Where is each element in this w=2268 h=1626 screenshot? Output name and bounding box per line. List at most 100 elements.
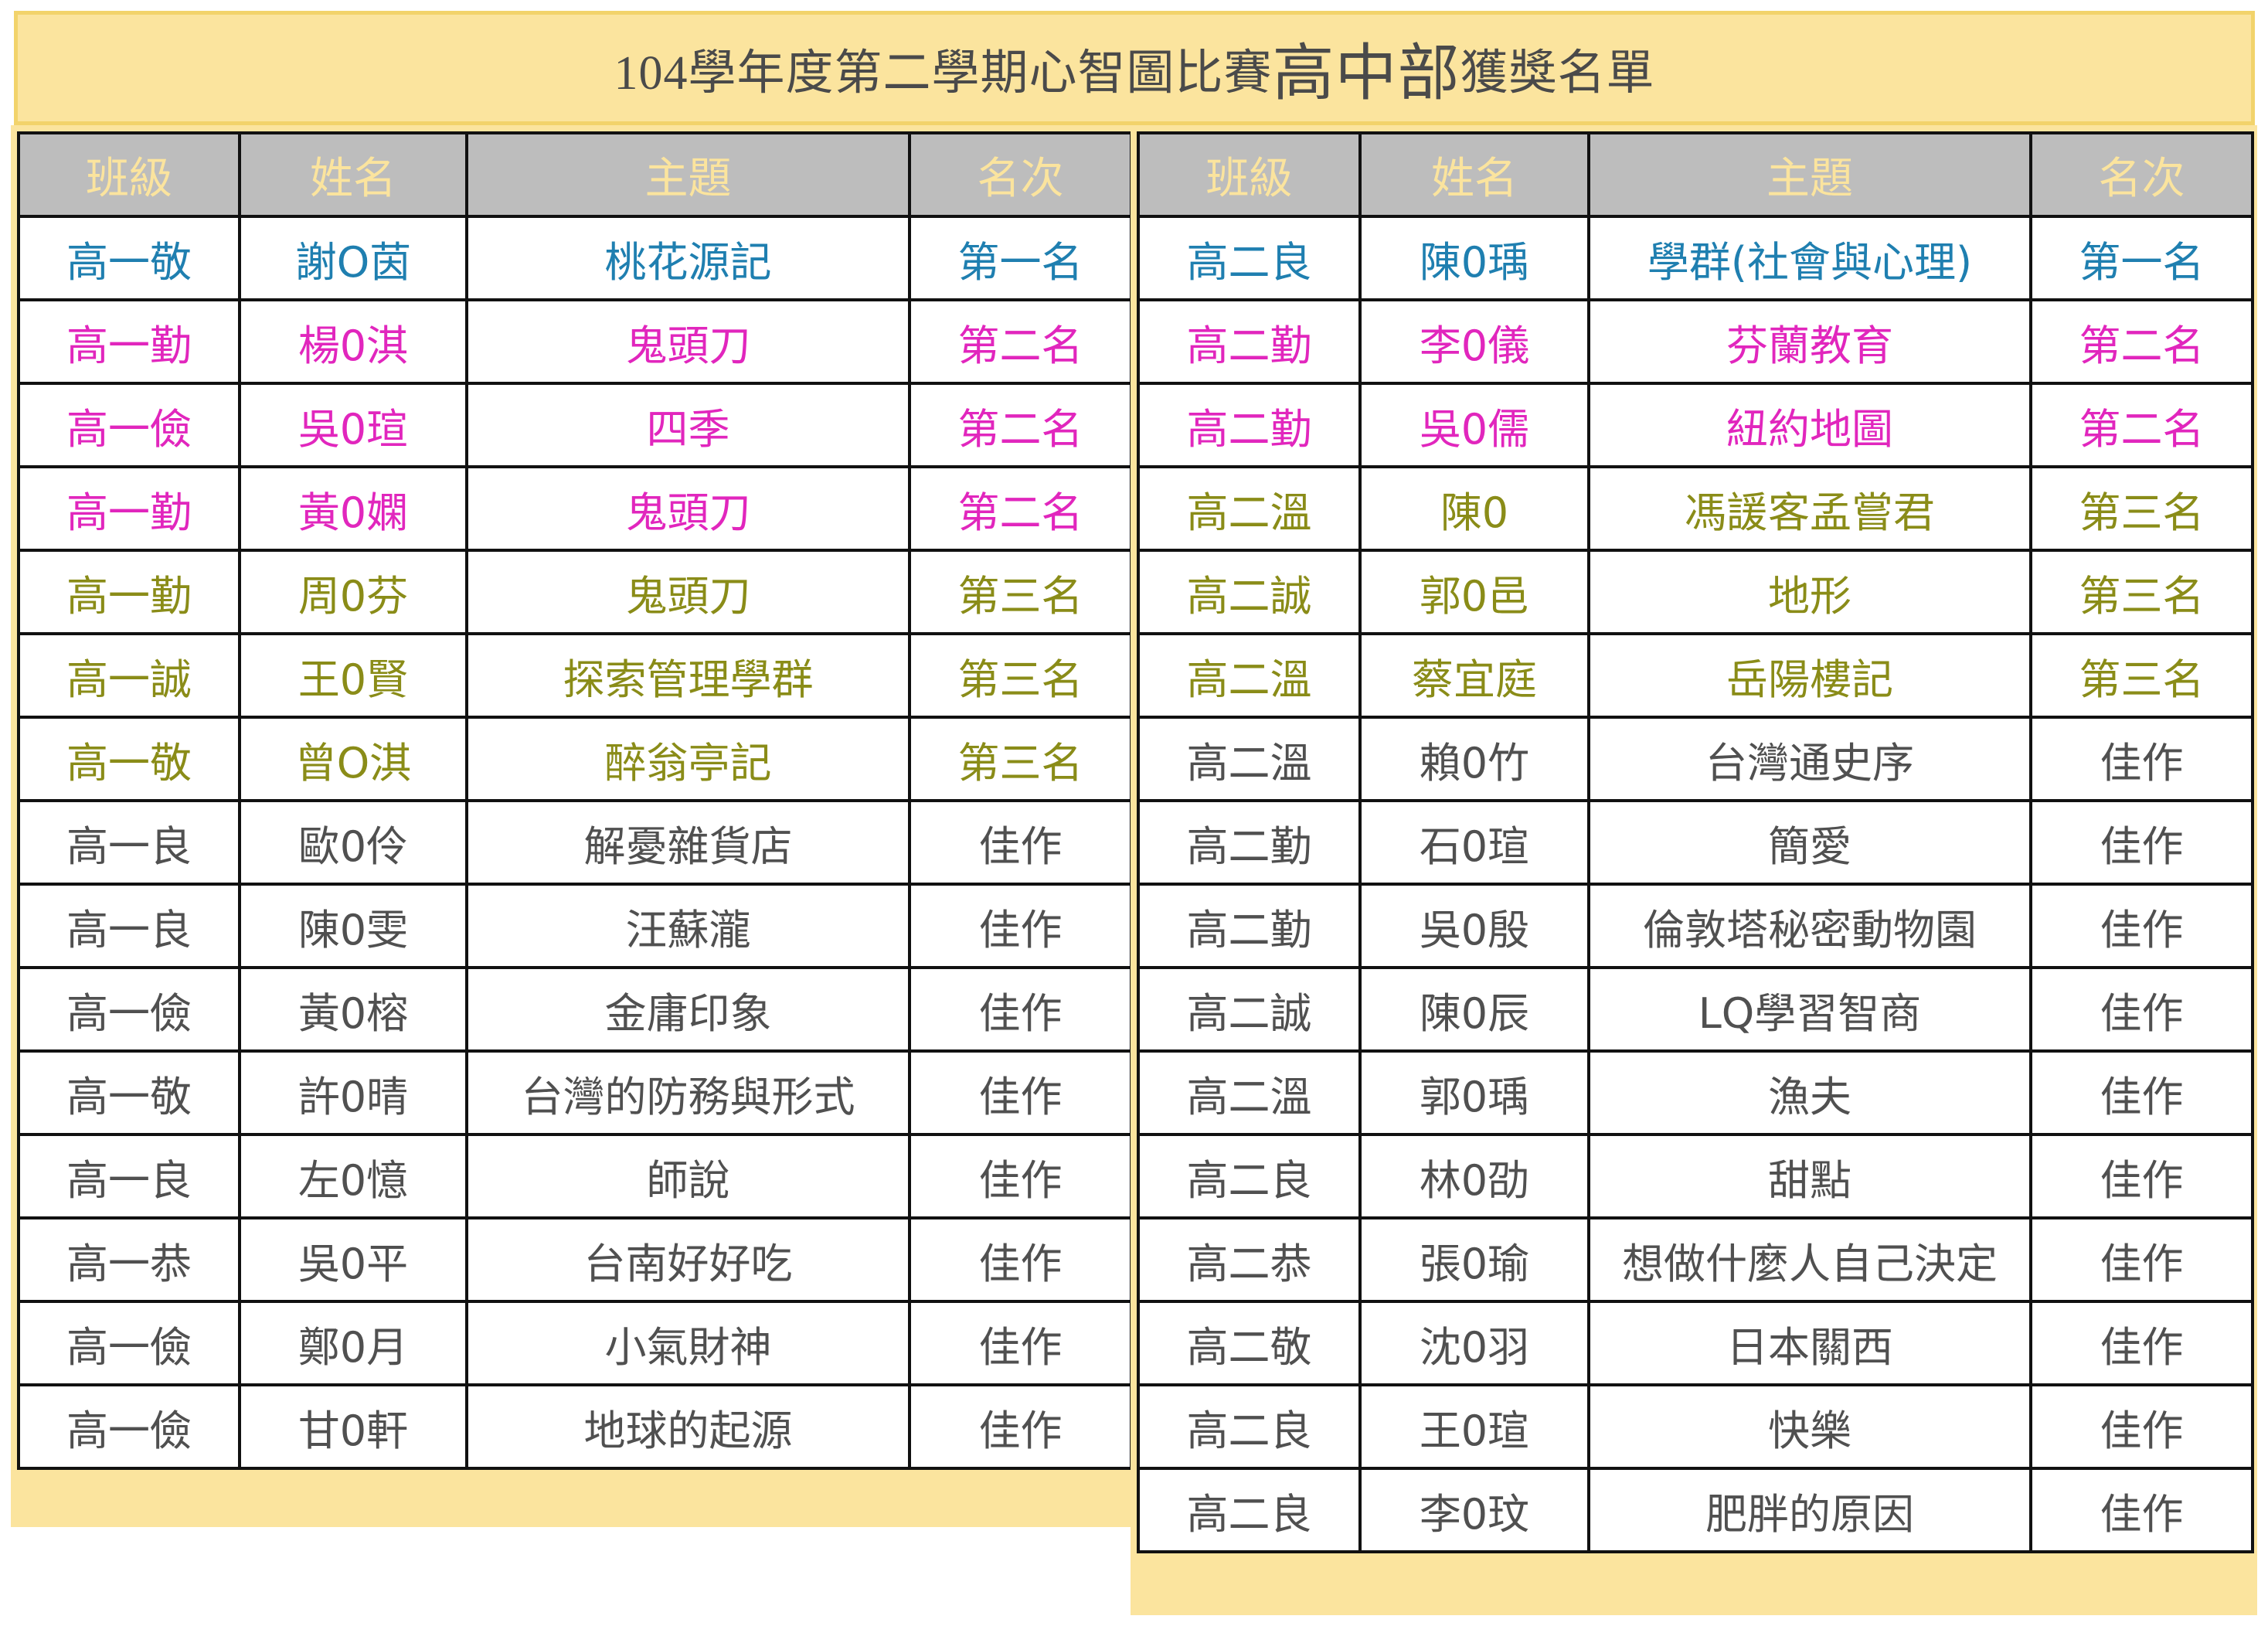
cell-topic: 紐約地圖 — [1587, 382, 2032, 468]
cell-topic: 日本關西 — [1587, 1300, 2032, 1386]
cell-rank: 佳作 — [908, 1383, 1133, 1470]
table-row: 高一儉 黃0榕 金庸印象 佳作 — [17, 966, 1133, 1053]
table-row: 高一儉 鄭0月 小氣財神 佳作 — [17, 1300, 1133, 1386]
cell-class: 高一誠 — [17, 632, 241, 719]
table-header-row: 班級 姓名 主題 名次 — [17, 131, 1133, 218]
cell-rank: 佳作 — [2029, 1467, 2254, 1553]
cell-name: 吳0瑄 — [238, 382, 468, 468]
cell-rank: 第三名 — [908, 549, 1133, 635]
cell-rank: 第一名 — [2029, 215, 2254, 301]
cell-name: 郭0瑀 — [1358, 1049, 1590, 1136]
table-row: 高二溫 郭0瑀 漁夫 佳作 — [1137, 1049, 2254, 1136]
cell-rank: 第二名 — [908, 298, 1133, 385]
cell-rank: 佳作 — [908, 966, 1133, 1053]
cell-topic: 快樂 — [1587, 1383, 2032, 1470]
cell-name: 吳0儒 — [1358, 382, 1590, 468]
header-class: 班級 — [17, 131, 241, 218]
cell-class: 高一敬 — [17, 215, 241, 301]
cell-topic: 馮諼客孟嘗君 — [1587, 465, 2032, 552]
cell-topic: 倫敦塔秘密動物園 — [1587, 883, 2032, 969]
cell-topic: LQ學習智商 — [1587, 966, 2032, 1053]
table-row: 高一良 陳0雯 汪蘇瀧 佳作 — [17, 883, 1133, 969]
cell-class: 高一敬 — [17, 716, 241, 802]
table-row: 高一儉 吳0瑄 四季 第二名 — [17, 382, 1133, 468]
cell-topic: 鬼頭刀 — [465, 549, 911, 635]
title-highlight: 高中部 — [1272, 40, 1460, 108]
table-row: 高二誠 郭0邑 地形 第三名 — [1137, 549, 2254, 635]
cell-class: 高二勤 — [1137, 298, 1362, 385]
cell-class: 高二溫 — [1137, 716, 1362, 802]
cell-class: 高一儉 — [17, 1383, 241, 1470]
header-rank: 名次 — [908, 131, 1133, 218]
table-row: 高一敬 許0晴 台灣的防務與形式 佳作 — [17, 1049, 1133, 1136]
cell-topic: 探索管理學群 — [465, 632, 911, 719]
cell-class: 高一良 — [17, 883, 241, 969]
cell-rank: 佳作 — [908, 1216, 1133, 1303]
cell-class: 高二勤 — [1137, 883, 1362, 969]
cell-rank: 佳作 — [2029, 1383, 2254, 1470]
cell-topic: 台南好好吃 — [465, 1216, 911, 1303]
cell-rank: 佳作 — [908, 1300, 1133, 1386]
cell-rank: 佳作 — [908, 1133, 1133, 1220]
cell-name: 鄭0月 — [238, 1300, 468, 1386]
cell-class: 高二良 — [1137, 1133, 1362, 1220]
cell-rank: 佳作 — [2029, 716, 2254, 802]
cell-name: 黃0嫻 — [238, 465, 468, 552]
cell-topic: 肥胖的原因 — [1587, 1467, 2032, 1553]
cell-name: 李0玟 — [1358, 1467, 1590, 1553]
cell-name: 黃0榕 — [238, 966, 468, 1053]
cell-name: 李0儀 — [1358, 298, 1590, 385]
cell-topic: 汪蘇瀧 — [465, 883, 911, 969]
cell-name: 陳0辰 — [1358, 966, 1590, 1053]
cell-class: 高一良 — [17, 799, 241, 886]
cell-class: 高二溫 — [1137, 632, 1362, 719]
cell-name: 陳0瑀 — [1358, 215, 1590, 301]
cell-rank: 第一名 — [908, 215, 1133, 301]
cell-name: 蔡宜庭 — [1358, 632, 1590, 719]
table-row: 高一勤 周0芬 鬼頭刀 第三名 — [17, 549, 1133, 635]
cell-class: 高一勤 — [17, 465, 241, 552]
cell-class: 高一儉 — [17, 966, 241, 1053]
table-row: 高二敬 沈0羽 日本關西 佳作 — [1137, 1300, 2254, 1386]
title-suffix: 獲獎名單 — [1460, 47, 1655, 100]
cell-rank: 佳作 — [2029, 1133, 2254, 1220]
cell-rank: 第二名 — [908, 382, 1133, 468]
header-rank: 名次 — [2029, 131, 2254, 218]
cell-rank: 佳作 — [908, 1049, 1133, 1136]
header-name: 姓名 — [1358, 131, 1590, 218]
cell-rank: 第二名 — [908, 465, 1133, 552]
cell-name: 王0賢 — [238, 632, 468, 719]
cell-name: 賴0竹 — [1358, 716, 1590, 802]
cell-topic: 金庸印象 — [465, 966, 911, 1053]
title-prefix: 104學年度第二學期心智圖比賽 — [614, 47, 1273, 100]
table-row: 高一勤 黃0嫻 鬼頭刀 第二名 — [17, 465, 1133, 552]
cell-class: 高二敬 — [1137, 1300, 1362, 1386]
cell-rank: 佳作 — [908, 883, 1133, 969]
table-row: 高二良 陳0瑀 學群(社會與心理) 第一名 — [1137, 215, 2254, 301]
table-row: 高二勤 吳0殷 倫敦塔秘密動物園 佳作 — [1137, 883, 2254, 969]
cell-class: 高一儉 — [17, 382, 241, 468]
table-header-row: 班級 姓名 主題 名次 — [1137, 131, 2254, 218]
cell-topic: 地球的起源 — [465, 1383, 911, 1470]
cell-class: 高二誠 — [1137, 966, 1362, 1053]
table-row: 高二溫 陳0 馮諼客孟嘗君 第三名 — [1137, 465, 2254, 552]
cell-topic: 醉翁亭記 — [465, 716, 911, 802]
table-row: 高一敬 曾O淇 醉翁亭記 第三名 — [17, 716, 1133, 802]
table-row: 高二良 李0玟 肥胖的原因 佳作 — [1137, 1467, 2254, 1553]
table-row: 高一敬 謝O茵 桃花源記 第一名 — [17, 215, 1133, 301]
page-title: 104學年度第二學期心智圖比賽 高中部 獲獎名單 — [14, 11, 2255, 125]
cell-class: 高一恭 — [17, 1216, 241, 1303]
cell-name: 石0瑄 — [1358, 799, 1590, 886]
cell-topic: 學群(社會與心理) — [1587, 215, 2032, 301]
cell-class: 高一敬 — [17, 1049, 241, 1136]
table-row: 高二溫 蔡宜庭 岳陽樓記 第三名 — [1137, 632, 2254, 719]
table-row: 高二恭 張0瑜 想做什麼人自己決定 佳作 — [1137, 1216, 2254, 1303]
cell-class: 高二良 — [1137, 1467, 1362, 1553]
cell-rank: 第二名 — [2029, 298, 2254, 385]
cell-name: 沈0羽 — [1358, 1300, 1590, 1386]
table-row: 高一良 歐0伶 解憂雜貨店 佳作 — [17, 799, 1133, 886]
table-row: 高二良 王0瑄 快樂 佳作 — [1137, 1383, 2254, 1470]
cell-name: 陳0雯 — [238, 883, 468, 969]
cell-name: 吳0平 — [238, 1216, 468, 1303]
cell-class: 高二溫 — [1137, 1049, 1362, 1136]
